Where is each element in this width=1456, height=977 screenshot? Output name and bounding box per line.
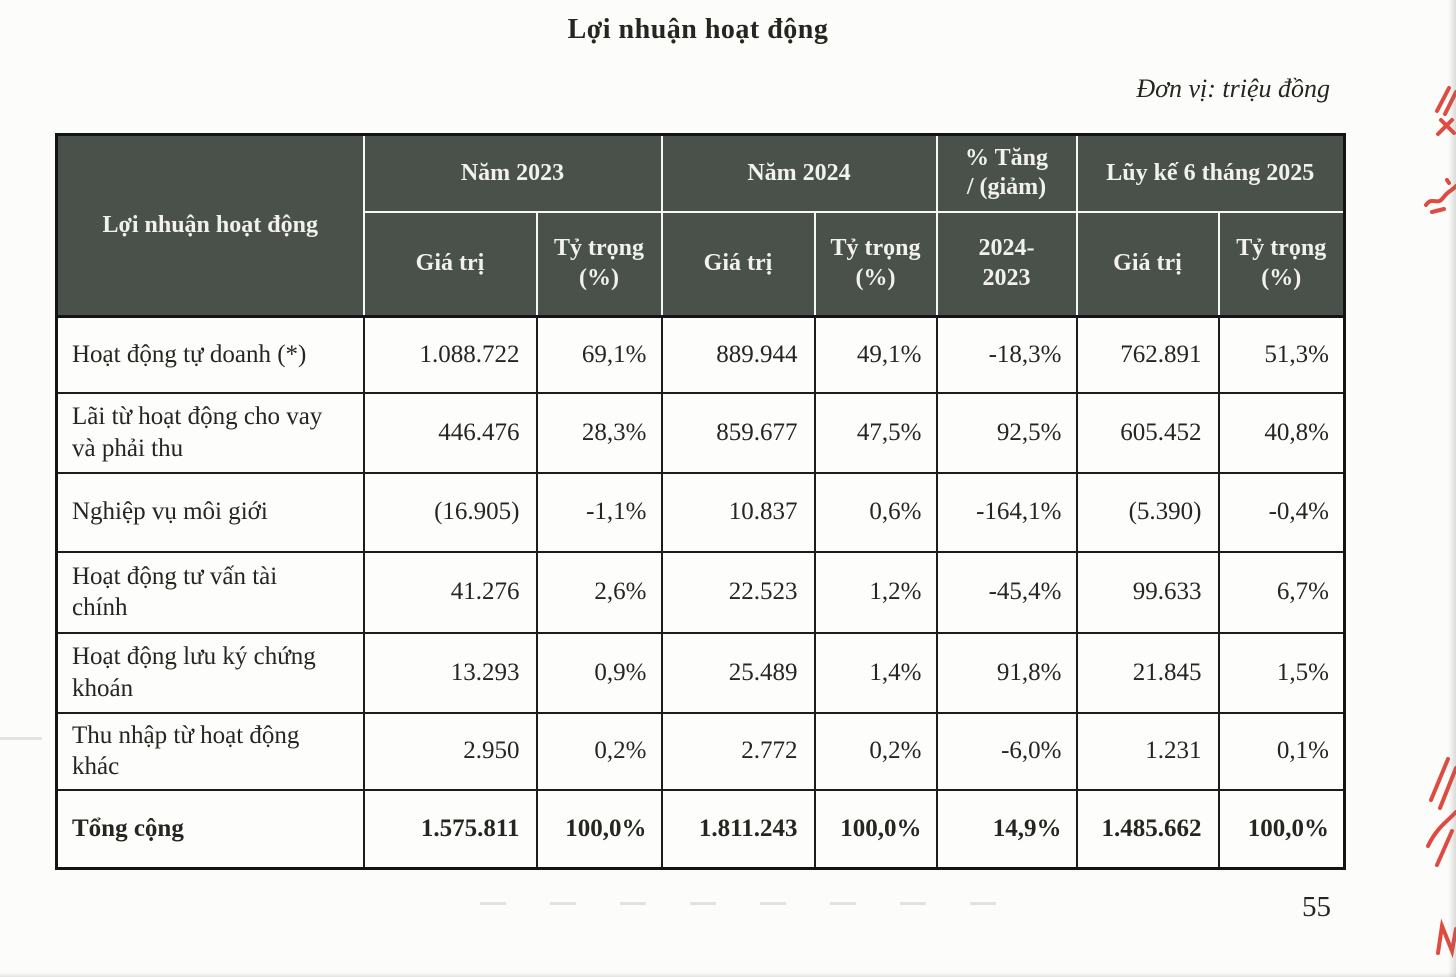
share-2025: 1,5% (1217, 631, 1346, 714)
ytd-2025-label: Lũy kế 6 tháng 2025 (1106, 159, 1315, 186)
value-2024: 25.489 (660, 631, 816, 714)
table-row: Nghiệp vụ môi giới (16.905) -1,1% 10.837… (55, 471, 1346, 553)
row-label: Hoạt động tự doanh (*) (55, 315, 365, 394)
row-label: Hoạt động lưu ký chứng khoán (55, 631, 365, 714)
value-2025: 1.231 (1075, 711, 1220, 791)
total-share-2025: 100,0% (1217, 788, 1346, 870)
subheader-value-2023: Giá trị (362, 210, 538, 318)
value-2024: 859.677 (660, 391, 816, 474)
pct-change: -6,0% (935, 711, 1078, 791)
unit-note: Đơn vị: triệu đồng (1136, 74, 1330, 103)
value-2023: 1.088.722 (362, 315, 538, 394)
share-2023: -1,1% (535, 471, 663, 553)
scan-artifact-left (0, 737, 42, 740)
group-header-pct-change: % Tăng / (giảm) (935, 133, 1078, 213)
page-number: 55 (1302, 891, 1331, 923)
table-row: Hoạt động tư vấn tài chính 41.276 2,6% 2… (55, 550, 1346, 634)
subheader-share-2025: Tỷ trọng (%) (1217, 210, 1346, 318)
total-value-2025: 1.485.662 (1075, 788, 1220, 870)
share-2024: 47,5% (813, 391, 938, 474)
pct-change: 92,5% (935, 391, 1078, 474)
total-value-2024: 1.811.243 (660, 788, 816, 870)
scan-artifact-dashes (480, 902, 1030, 905)
share-2024: 0,6% (813, 471, 938, 553)
share-2023: 69,1% (535, 315, 663, 394)
share-2024: 1,4% (813, 631, 938, 714)
subheader-pct-period: 2024- 2023 (935, 210, 1078, 318)
share-2024: 49,1% (813, 315, 938, 394)
share-2025: 51,3% (1217, 315, 1346, 394)
table-row: Lãi từ hoạt động cho vay và phải thu 446… (55, 391, 1346, 474)
total-label: Tổng cộng (55, 788, 365, 870)
share-2023: 28,3% (535, 391, 663, 474)
subheader-share-2023: Tỷ trọng (%) (535, 210, 663, 318)
total-share-2023: 100,0% (535, 788, 663, 870)
red-squiggle-mark (1430, 207, 1446, 214)
subheader-value-2025: Giá trị (1075, 210, 1220, 318)
operating-profit-table: Lợi nhuận hoạt động Năm 2023 Năm 2024 % … (55, 133, 1346, 870)
pct-change: -18,3% (935, 315, 1078, 394)
row-label: Lãi từ hoạt động cho vay và phải thu (55, 391, 365, 474)
subheader-share-2024: Tỷ trọng (%) (813, 210, 938, 318)
row-label: Hoạt động tư vấn tài chính (55, 550, 365, 634)
table-row: Thu nhập từ hoạt động khác 2.950 0,2% 2.… (55, 711, 1346, 791)
table-row: Hoạt động lưu ký chứng khoán 13.293 0,9%… (55, 631, 1346, 714)
pct-change: 91,8% (935, 631, 1078, 714)
value-2025: 605.452 (1075, 391, 1220, 474)
pct-period-line1: 2024- (978, 235, 1035, 262)
value-2025: (5.390) (1075, 471, 1220, 553)
value-2024: 10.837 (660, 471, 816, 553)
total-value-2023: 1.575.811 (362, 788, 538, 870)
pct-change: -45,4% (935, 550, 1078, 634)
subheader-value-2024: Giá trị (660, 210, 816, 318)
pct-period-line2: 2023 (982, 264, 1031, 291)
row-label: Thu nhập từ hoạt động khác (55, 711, 365, 791)
share-2025: 6,7% (1217, 550, 1346, 634)
value-2024: 889.944 (660, 315, 816, 394)
share-2024: 1,2% (813, 550, 938, 634)
corner-header: Lợi nhuận hoạt động (55, 133, 365, 318)
row-label: Nghiệp vụ môi giới (55, 471, 365, 553)
page-title: Lợi nhuận hoạt động (567, 14, 829, 45)
share-2025: 0,1% (1217, 711, 1346, 791)
share-2023: 2,6% (535, 550, 663, 634)
pct-change-line1: % Tăng (965, 144, 1048, 171)
share-2025: -0,4% (1217, 471, 1346, 553)
page-edge-shadow-right (1448, 0, 1456, 977)
value-2025: 99.633 (1075, 550, 1220, 634)
header-row-groups: Lợi nhuận hoạt động Năm 2023 Năm 2024 % … (55, 133, 1346, 318)
value-2023: 41.276 (362, 550, 538, 634)
red-slash-mark (1429, 757, 1450, 802)
table-row: Hoạt động tự doanh (*) 1.088.722 69,1% 8… (55, 315, 1346, 394)
value-2023: 13.293 (362, 631, 538, 714)
share-2023: 0,2% (535, 711, 663, 791)
value-2023: (16.905) (362, 471, 538, 553)
group-header-2023: Năm 2023 (362, 133, 663, 213)
total-pct-change: 14,9% (935, 788, 1078, 870)
group-header-ytd-2025: Lũy kế 6 tháng 2025 (1075, 133, 1346, 213)
share-2025: 40,8% (1217, 391, 1346, 474)
value-2025: 21.845 (1075, 631, 1220, 714)
value-2023: 446.476 (362, 391, 538, 474)
value-2025: 762.891 (1075, 315, 1220, 394)
pct-change-line2: / (giảm) (966, 174, 1047, 201)
value-2024: 2.772 (660, 711, 816, 791)
page-edge-shadow-bottom (0, 972, 1456, 977)
total-row: Tổng cộng 1.575.811 100,0% 1.811.243 100… (55, 788, 1346, 870)
pct-change: -164,1% (935, 471, 1078, 553)
group-header-2024: Năm 2024 (660, 133, 938, 213)
share-2024: 0,2% (813, 711, 938, 791)
total-share-2024: 100,0% (813, 788, 938, 870)
header-row-subcolumns: Giá trị Tỷ trọng (%) Giá trị Tỷ trọng (%… (57, 210, 1346, 318)
share-2023: 0,9% (535, 631, 663, 714)
value-2023: 2.950 (362, 711, 538, 791)
value-2024: 22.523 (660, 550, 816, 634)
